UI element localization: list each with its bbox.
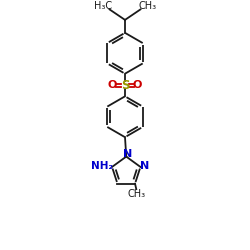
Text: N: N <box>140 162 149 172</box>
Text: O: O <box>108 80 117 90</box>
Text: NH₂: NH₂ <box>90 161 112 171</box>
Text: S: S <box>121 78 129 92</box>
Text: O: O <box>133 80 142 90</box>
Text: H₃C: H₃C <box>94 1 112 11</box>
Text: CH₃: CH₃ <box>127 188 145 198</box>
Text: N: N <box>123 148 132 158</box>
Text: CH₃: CH₃ <box>138 1 156 11</box>
